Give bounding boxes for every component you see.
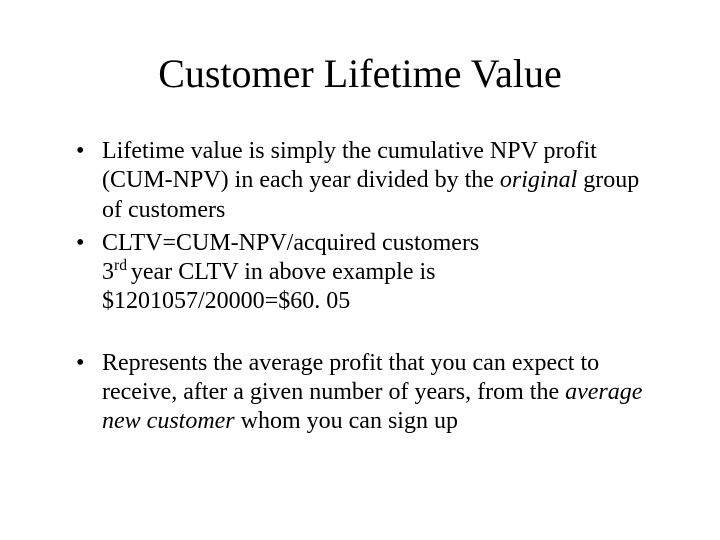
bullet-list: Lifetime value is simply the cumulative … [76, 137, 660, 317]
bullet-text: 3rd year CLTV in above example is [102, 258, 660, 287]
bullet-text: CLTV=CUM-NPV/acquired customers [102, 229, 660, 258]
bullet-text: year CLTV in above example is [131, 259, 436, 285]
bullet-text: Represents the average profit that you c… [102, 350, 599, 405]
slide-title: Customer Lifetime Value [60, 50, 660, 97]
bullet-text: 3 [102, 259, 114, 285]
bullet-item: Represents the average profit that you c… [76, 349, 660, 437]
bullet-italic: original [500, 167, 577, 193]
bullet-item: CLTV=CUM-NPV/acquired customers 3rd year… [76, 229, 660, 317]
bullet-list: Represents the average profit that you c… [76, 349, 660, 437]
bullet-text: whom you can sign up [235, 408, 458, 434]
superscript: rd [114, 257, 131, 274]
spacer [60, 321, 660, 349]
slide: Customer Lifetime Value Lifetime value i… [0, 0, 720, 540]
bullet-text: $1201057/20000=$60. 05 [102, 287, 660, 316]
bullet-item: Lifetime value is simply the cumulative … [76, 137, 660, 225]
